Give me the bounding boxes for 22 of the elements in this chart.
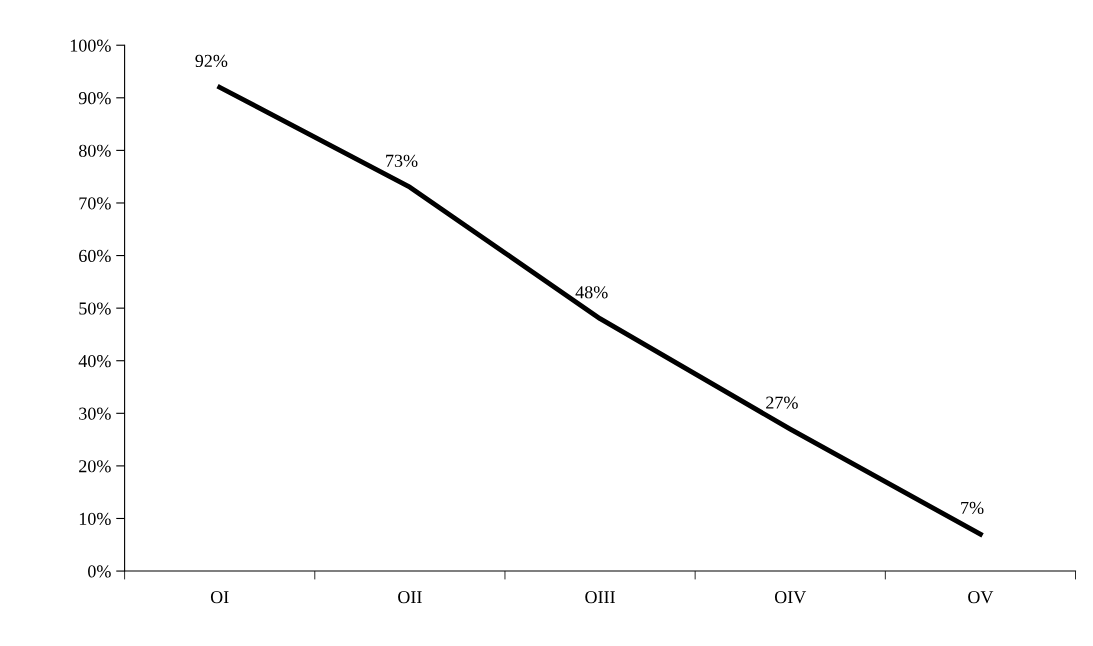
data-label: 48%	[575, 286, 608, 299]
y-tick-label: 100%	[70, 39, 111, 52]
y-tick-label: 20%	[79, 460, 111, 473]
y-tick-label: 50%	[79, 302, 111, 315]
x-tick-label: OIII	[585, 591, 615, 604]
y-tick-label: 40%	[78, 354, 111, 368]
x-tick-label: OII	[398, 591, 422, 604]
y-tick-label: 60%	[79, 249, 111, 263]
x-tick-label: OI	[210, 591, 229, 604]
y-tick-label: 10%	[79, 512, 111, 525]
data-label: 92%	[195, 54, 228, 68]
y-tick-label: 90%	[78, 92, 111, 105]
data-label: 73%	[386, 154, 418, 167]
y-tick-label: 70%	[79, 197, 111, 210]
y-tick-label: 80%	[79, 144, 111, 157]
data-label: 7%	[961, 501, 984, 514]
data-label: 27%	[766, 396, 798, 409]
y-tick-label: 0%	[88, 565, 111, 578]
x-tick-label: OV	[968, 591, 994, 604]
line-series	[217, 84, 983, 537]
x-tick-label: OIV	[774, 591, 807, 604]
y-tick-label: 30%	[79, 407, 111, 420]
